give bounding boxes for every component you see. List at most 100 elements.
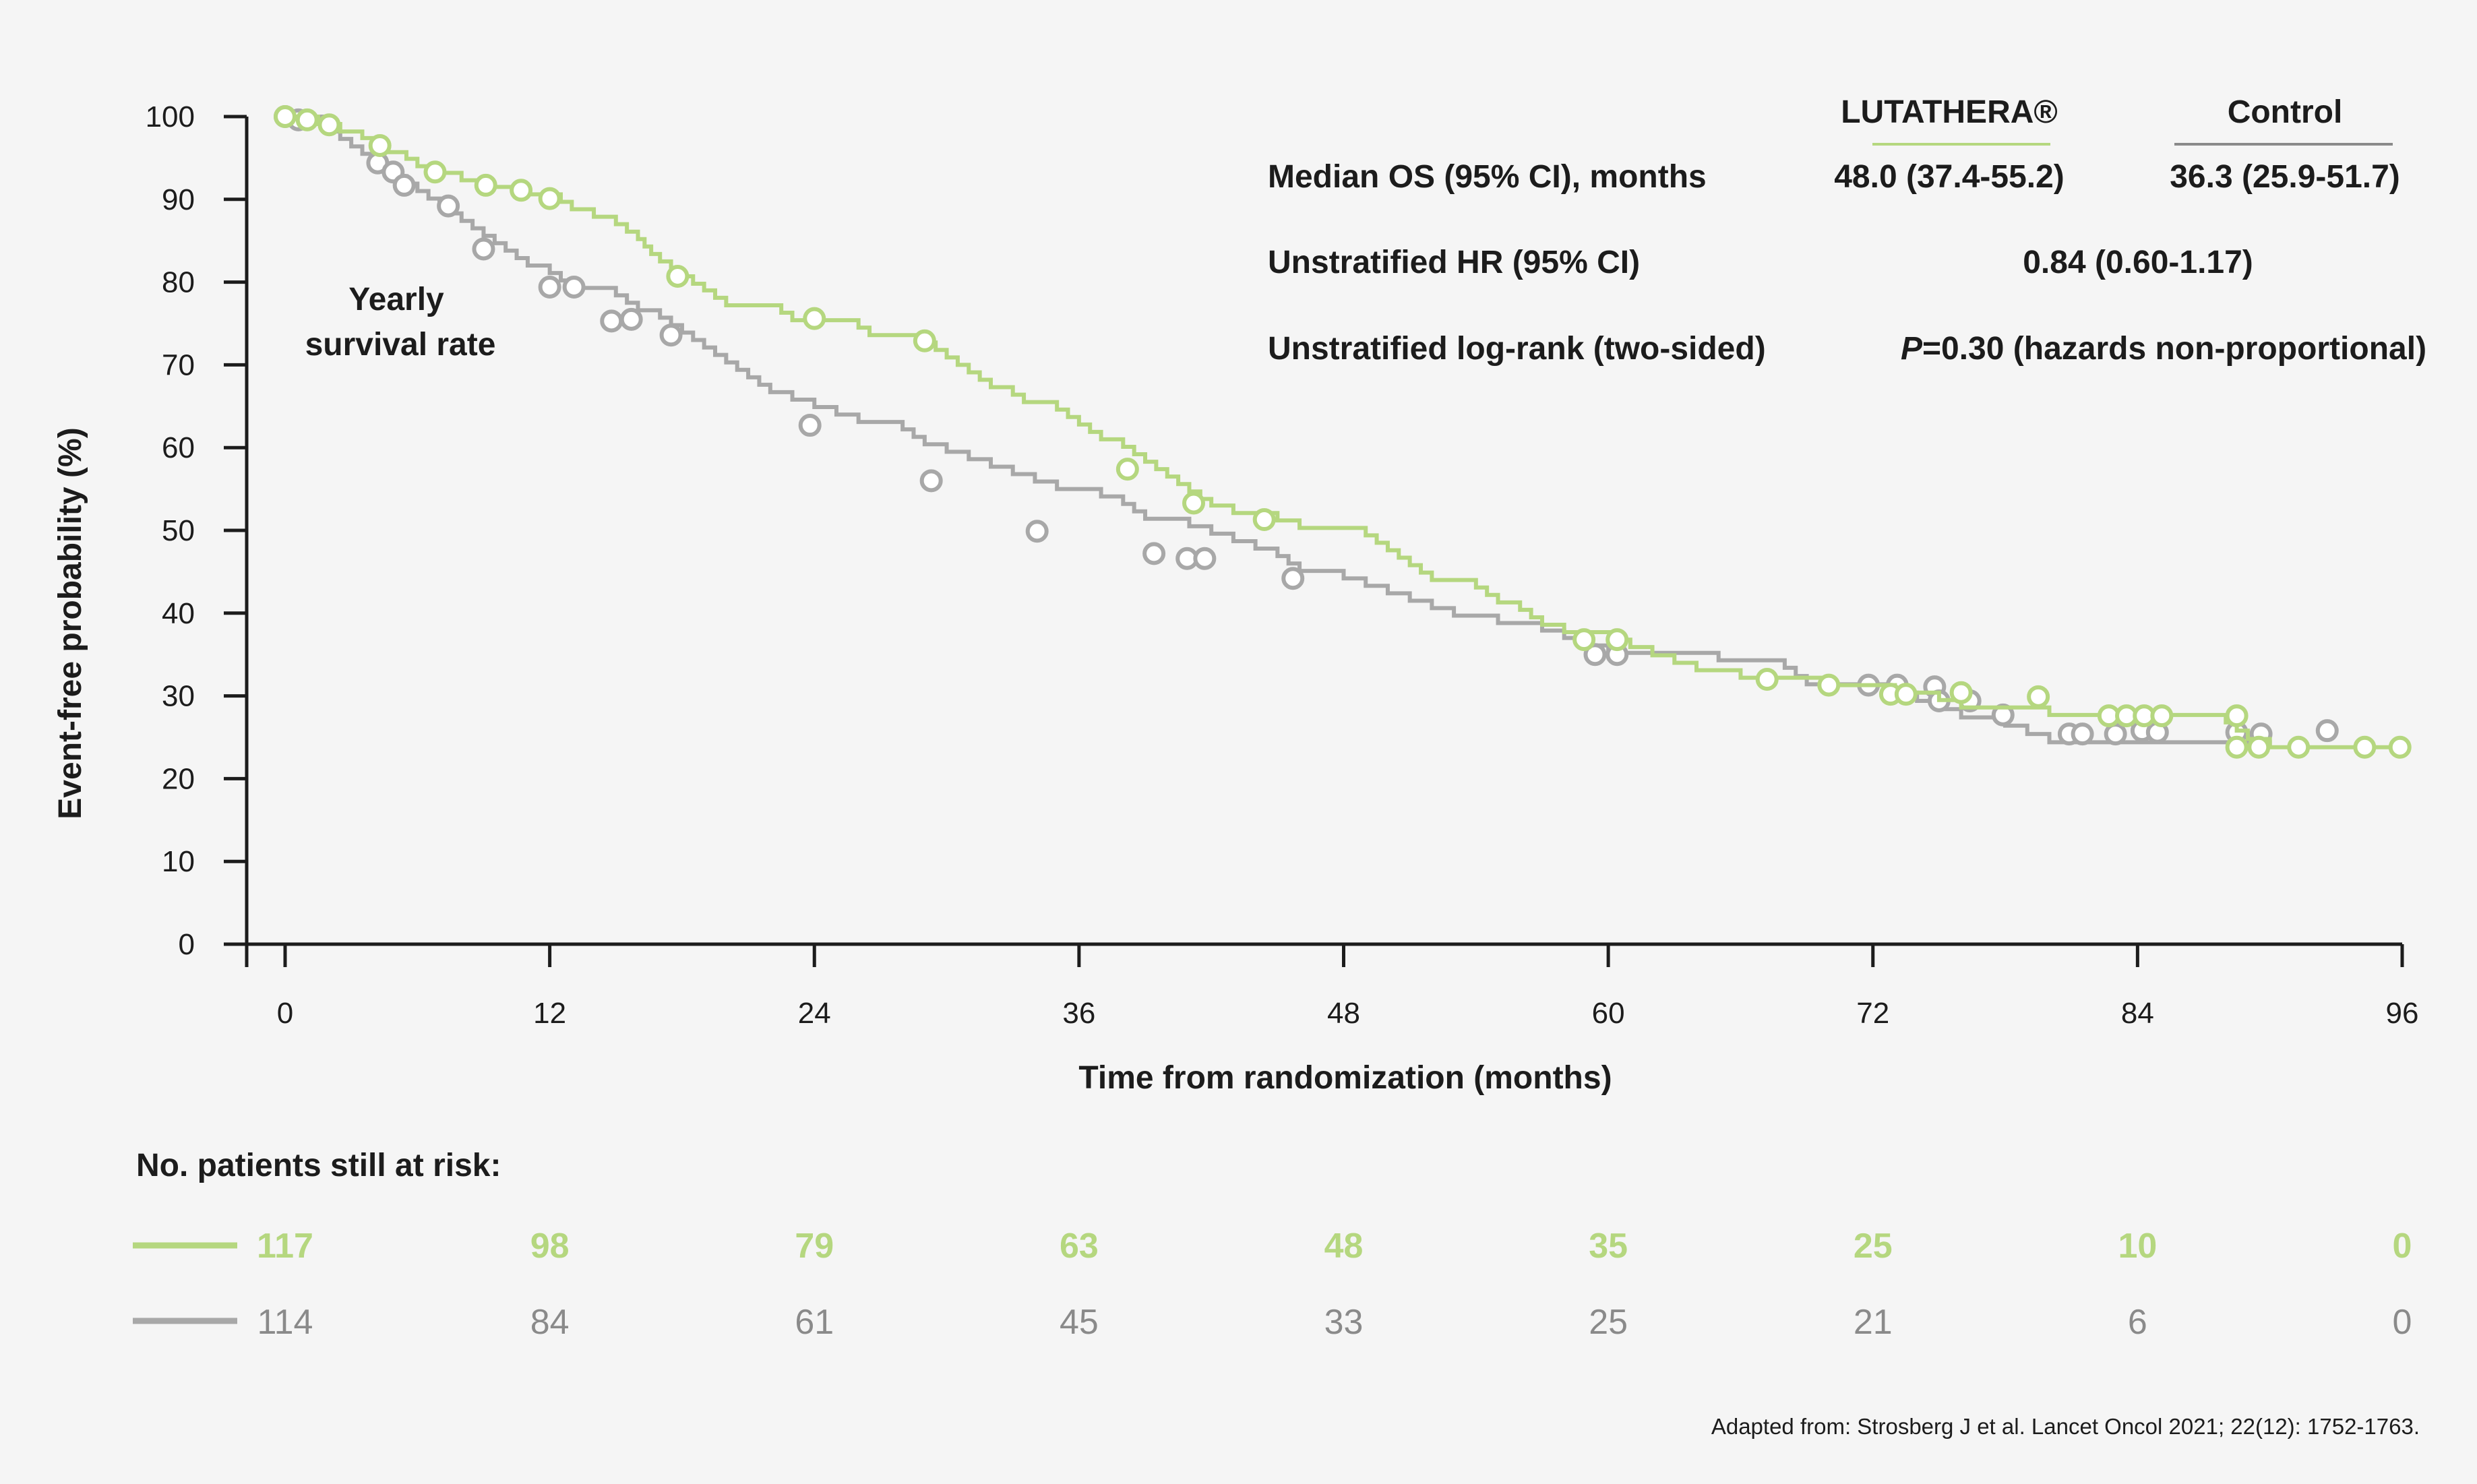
x-tick-label: 84 — [2121, 997, 2154, 1030]
y-tick-label: 20 — [162, 762, 195, 795]
control-censor-mark — [1281, 567, 1305, 590]
control-censor-mark — [2071, 722, 2094, 746]
control-censor-mark — [919, 469, 943, 493]
control-censor-mark — [437, 194, 460, 218]
y-axis-title: Event-free probability (%) — [53, 427, 88, 819]
risk-control-value: 84 — [530, 1303, 570, 1342]
control-censor-mark — [538, 275, 561, 299]
control-censor-mark — [1142, 542, 1166, 565]
lutathera-censor-mark — [317, 113, 341, 137]
risk-control-value: 25 — [1589, 1303, 1628, 1342]
stats-logrank-p: P — [1901, 331, 1923, 367]
lutathera-censor-mark — [666, 265, 690, 288]
lutathera-censor-mark — [423, 160, 447, 184]
control-curve — [285, 115, 2272, 747]
lutathera-censor-mark — [1817, 673, 1841, 697]
control-censor-mark — [2104, 722, 2127, 746]
stats-logrank-label: Unstratified log-rank (two-sided) — [1268, 331, 1766, 367]
control-censor-mark — [2315, 719, 2339, 743]
control-censor-mark — [659, 323, 683, 347]
lutathera-censor-mark — [1755, 668, 1779, 691]
stats-panel: LUTATHERA® Control Median OS (95% CI), m… — [1268, 94, 2426, 367]
x-axis-title: Time from randomization (months) — [1078, 1060, 1612, 1096]
risk-lutathera-value: 117 — [257, 1227, 313, 1266]
risk-control-value: 0 — [2393, 1303, 2412, 1342]
stats-header-lutathera: LUTATHERA® — [1841, 94, 2058, 130]
risk-control-value: 61 — [795, 1303, 834, 1342]
stats-logrank-rest: =0.30 (hazards non-proportional) — [1922, 331, 2426, 367]
y-tick-label: 100 — [146, 100, 195, 133]
y-tick-label: 90 — [162, 183, 195, 216]
source-note: Adapted from: Strosberg J et al. Lancet … — [1711, 1414, 2420, 1439]
risk-lutathera-value: 25 — [1854, 1227, 1893, 1266]
risk-control-value: 21 — [1854, 1303, 1893, 1342]
control-censor-mark — [392, 173, 416, 197]
control-censor-mark — [1193, 547, 1217, 570]
y-tick-label: 50 — [162, 514, 195, 547]
control-censor-mark — [1583, 643, 1607, 667]
x-axis: 0 12 24 36 48 60 72 84 96 — [245, 942, 2419, 1030]
lutathera-censor-mark — [1115, 458, 1139, 481]
lutathera-censor-mark — [2150, 704, 2174, 728]
y-axis: 0 10 20 30 40 50 60 70 80 90 100 — [146, 100, 249, 961]
lutathera-censor-mark — [274, 105, 297, 128]
lutathera-curve — [285, 115, 2402, 749]
series-lutathera — [274, 105, 2412, 759]
lutathera-censor-mark — [2287, 735, 2311, 759]
lutathera-censor-mark — [368, 133, 392, 157]
x-tick-label: 48 — [1327, 997, 1360, 1030]
lutathera-censor-mark — [1572, 628, 1596, 652]
risk-lutathera-value: 79 — [795, 1227, 834, 1266]
lutathera-censor-mark — [2353, 735, 2377, 759]
y-tick-label: 0 — [179, 928, 195, 961]
stats-header-control: Control — [2228, 94, 2343, 130]
lutathera-censor-mark — [2225, 704, 2249, 728]
x-tick-label: 12 — [533, 997, 566, 1030]
control-censor-mark — [562, 275, 586, 299]
control-censor-mark — [619, 307, 643, 331]
control-censor-mark — [600, 309, 623, 333]
risk-control-value: 6 — [2128, 1303, 2147, 1342]
risk-control-value: 33 — [1324, 1303, 1364, 1342]
lutathera-censor-mark — [510, 179, 533, 202]
y-tick-label: 30 — [162, 680, 195, 713]
x-tick-label: 72 — [1856, 997, 1889, 1030]
y-tick-label: 80 — [162, 266, 195, 299]
y-tick-label: 10 — [162, 845, 195, 878]
stats-median-lutathera: 48.0 (37.4-55.2) — [1834, 159, 2065, 195]
x-tick-label: 96 — [2386, 997, 2419, 1030]
y-tick-label: 60 — [162, 431, 195, 464]
control-censor-mark — [1025, 520, 1049, 543]
lutathera-censor-mark — [2027, 685, 2050, 708]
stats-logrank-value: P=0.30 (hazards non-proportional) — [1901, 331, 2426, 367]
stats-hr-value: 0.84 (0.60-1.17) — [2023, 245, 2253, 280]
y-tick-label: 40 — [162, 597, 195, 630]
x-tick-label: 0 — [277, 997, 293, 1030]
risk-lutathera-value: 35 — [1589, 1227, 1628, 1266]
risk-table: No. patients still at risk: 117 98 79 63 48 3… — [133, 1148, 2412, 1342]
control-censor-mark — [798, 414, 822, 437]
stats-median-label: Median OS (95% CI), months — [1268, 159, 1707, 195]
annotation-line1: Yearly — [348, 282, 444, 317]
risk-row-lutathera: 117 98 79 63 48 35 25 10 0 — [257, 1227, 2412, 1266]
stats-median-control: 36.3 (25.9-51.7) — [2170, 159, 2400, 195]
risk-control-value: 45 — [1060, 1303, 1099, 1342]
x-tick-label: 60 — [1592, 997, 1625, 1030]
lutathera-censor-mark — [538, 187, 561, 210]
lutathera-censor-mark — [295, 108, 319, 131]
lutathera-censor-mark — [1606, 628, 1629, 652]
lutathera-censor-mark — [1949, 681, 1973, 704]
lutathera-censor-mark — [2225, 735, 2249, 759]
lutathera-censor-mark — [803, 307, 826, 330]
risk-lutathera-value: 10 — [2118, 1227, 2157, 1266]
series-control — [274, 105, 2339, 747]
control-censor-mark — [472, 237, 495, 261]
lutathera-censor-mark — [2247, 735, 2271, 759]
risk-lutathera-value: 48 — [1324, 1227, 1364, 1266]
lutathera-censor-mark — [913, 329, 936, 352]
lutathera-censor-mark — [1182, 491, 1206, 515]
lutathera-censor-mark — [1894, 683, 1918, 706]
x-tick-label: 24 — [798, 997, 831, 1030]
lutathera-censor-mark — [474, 173, 497, 197]
y-tick-label: 70 — [162, 348, 195, 381]
